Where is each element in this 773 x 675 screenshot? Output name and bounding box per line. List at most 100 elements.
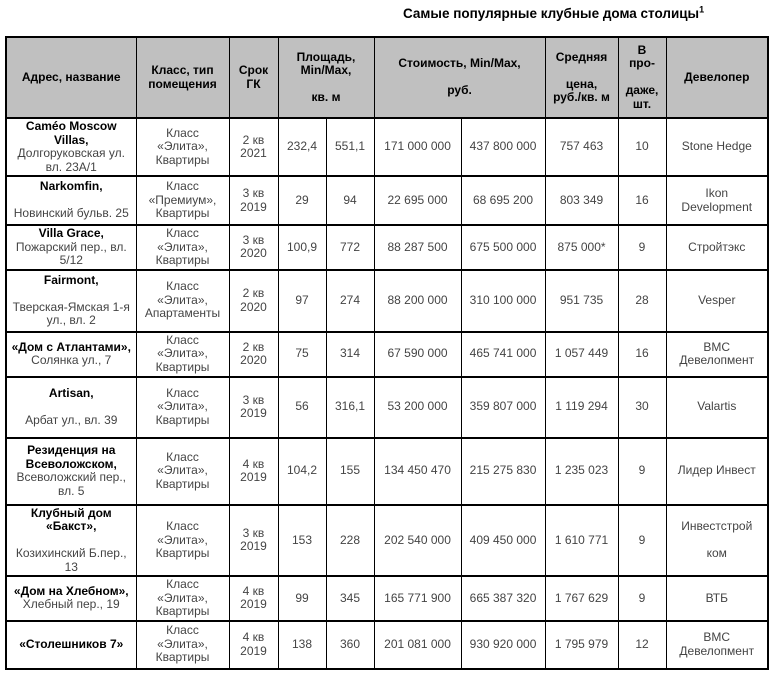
cell-term: 4 кв 2019: [228, 575, 279, 622]
building-name: Caméo Moscow Villas,: [25, 119, 117, 147]
cell-developer: Стройтэкс: [665, 224, 769, 271]
cell-address: Клубный дом «Бакст», Козихинский Б.пер., 1…: [5, 503, 137, 577]
cell-area-max: 316,1: [325, 375, 375, 439]
cell-price-min: 165 771 900: [373, 575, 462, 622]
cell-avg-price: 875 000*: [544, 224, 619, 271]
col-header-class-type: Класс, тип помещения: [135, 36, 230, 119]
building-address: Всеволожский пер., вл. 5: [16, 470, 127, 498]
cell-price-max: 215 275 830: [460, 436, 546, 506]
cell-class-type: Класс «Элита», Квартиры: [135, 375, 230, 439]
cell-class-type: Класс «Элита», Квартиры: [135, 224, 230, 271]
cell-avg-price: 1 795 979: [544, 619, 619, 670]
cell-price-min: 53 200 000: [373, 375, 462, 439]
cell-price-min: 88 200 000: [373, 268, 462, 333]
building-name: «Дом на Хлебном»,: [13, 583, 129, 598]
building-name: Fairmont,: [43, 272, 99, 287]
footnote-marker: 1: [699, 4, 705, 15]
cell-price-max: 437 800 000: [460, 117, 546, 177]
cell-term: 3 кв 2019: [228, 375, 279, 439]
cell-area-min: 104,2: [277, 436, 327, 506]
building-name: Artisan,: [48, 385, 94, 400]
cell-avg-price: 1 767 629: [544, 575, 619, 622]
cell-price-max: 68 695 200: [460, 175, 546, 226]
cell-address: Narkomfin, Новинский бульв. 25: [5, 175, 137, 226]
cell-developer: Vesper: [665, 268, 769, 333]
table-row: Villa Grace, Пожарский пер., вл. 5/12 Кла…: [5, 224, 769, 271]
building-address: Арбат ул., вл. 39: [25, 412, 118, 427]
cell-term: 2 кв 2021: [228, 117, 279, 177]
cell-on-sale: 9: [617, 224, 667, 271]
table-row: Резиденция на Всеволожском, Всеволожский…: [5, 436, 769, 506]
cell-class-type: Класс «Элита», Квартиры: [135, 575, 230, 622]
cell-price-min: 67 590 000: [373, 330, 462, 378]
table-row: Клубный дом «Бакст», Козихинский Б.пер., 1…: [5, 503, 769, 577]
building-name: Narkomfin,: [39, 179, 103, 194]
cell-term: 3 кв 2019: [228, 503, 279, 577]
cell-avg-price: 757 463: [544, 117, 619, 177]
cell-class-type: Класс «Элита», Квартиры: [135, 619, 230, 670]
cell-area-min: 97: [277, 268, 327, 333]
cell-class-type: Класс «Элита», Квартиры: [135, 503, 230, 577]
cell-area-min: 56: [277, 375, 327, 439]
cell-area-min: 29: [277, 175, 327, 226]
col-header-area: Площадь, Min/Max, кв. м: [277, 36, 375, 119]
cell-term: 2 кв 2020: [228, 268, 279, 333]
cell-price-min: 201 081 000: [373, 619, 462, 670]
cell-area-min: 153: [277, 503, 327, 577]
cell-area-min: 99: [277, 575, 327, 622]
building-address: Долгоруковская ул. вл. 23А/1: [17, 146, 125, 174]
building-address: Козихинский Б.пер., 13: [15, 546, 127, 574]
table-row: Artisan, Арбат ул., вл. 39 Класс «Элита», …: [5, 375, 769, 439]
cell-term: 2 кв 2020: [228, 330, 279, 378]
building-address: Тверская-Ямская 1-я ул., вл. 2: [12, 299, 130, 327]
cell-on-sale: 9: [617, 503, 667, 577]
table-row: «Дом на Хлебном», Хлебный пер., 19 Класс …: [5, 575, 769, 622]
cell-area-max: 772: [325, 224, 375, 271]
cell-developer: ВТБ: [665, 575, 769, 622]
cell-address: «Дом на Хлебном», Хлебный пер., 19: [5, 575, 137, 622]
cell-area-min: 232,4: [277, 117, 327, 177]
cell-class-type: Класс «Элита», Квартиры: [135, 117, 230, 177]
cell-area-min: 138: [277, 619, 327, 670]
page-title: Самые популярные клубные дома столицы1: [403, 4, 705, 21]
cell-address: Caméo Moscow Villas, Долгоруковская ул. …: [5, 117, 137, 177]
cell-on-sale: 30: [617, 375, 667, 439]
col-header-on-sale: В про- даже, шт.: [617, 36, 667, 119]
building-name: Резиденция на Всеволожском,: [25, 443, 117, 471]
table-row: «Столешников 7» Класс «Элита», Квартиры 4 …: [5, 619, 769, 670]
cell-avg-price: 1 119 294: [544, 375, 619, 439]
cell-price-max: 465 741 000: [460, 330, 546, 378]
cell-avg-price: 951 735: [544, 268, 619, 333]
table-row: Narkomfin, Новинский бульв. 25 Класс «Прем…: [5, 175, 769, 226]
cell-area-max: 360: [325, 619, 375, 670]
building-name: «Дом с Атлантами»,: [11, 339, 131, 354]
cell-developer: Лидер Инвест: [665, 436, 769, 506]
cell-on-sale: 28: [617, 268, 667, 333]
cell-avg-price: 803 349: [544, 175, 619, 226]
cell-avg-price: 1 610 771: [544, 503, 619, 577]
cell-price-max: 665 387 320: [460, 575, 546, 622]
cell-term: 3 кв 2019: [228, 175, 279, 226]
cell-area-max: 274: [325, 268, 375, 333]
cell-price-max: 930 920 000: [460, 619, 546, 670]
cell-area-max: 155: [325, 436, 375, 506]
cell-class-type: Класс «Элита», Квартиры: [135, 330, 230, 378]
cell-area-max: 345: [325, 575, 375, 622]
cell-price-min: 171 000 000: [373, 117, 462, 177]
cell-developer: Valartis: [665, 375, 769, 439]
cell-price-max: 409 450 000: [460, 503, 546, 577]
cell-on-sale: 10: [617, 117, 667, 177]
cell-on-sale: 9: [617, 436, 667, 506]
table-row: «Дом с Атлантами», Солянка ул., 7 Класс «…: [5, 330, 769, 378]
cell-address: «Дом с Атлантами», Солянка ул., 7: [5, 330, 137, 378]
cell-address: «Столешников 7»: [5, 619, 137, 670]
col-header-term: Срок ГК: [228, 36, 279, 119]
col-header-developer: Девелопер: [665, 36, 769, 119]
cell-avg-price: 1 235 023: [544, 436, 619, 506]
cell-address: Villa Grace, Пожарский пер., вл. 5/12: [5, 224, 137, 271]
table-header: Адрес, название Класс, тип помещения Сро…: [5, 36, 769, 119]
building-name: «Столешников 7»: [19, 636, 124, 651]
cell-price-min: 88 287 500: [373, 224, 462, 271]
cell-price-max: 310 100 000: [460, 268, 546, 333]
col-header-address: Адрес, название: [5, 36, 137, 119]
